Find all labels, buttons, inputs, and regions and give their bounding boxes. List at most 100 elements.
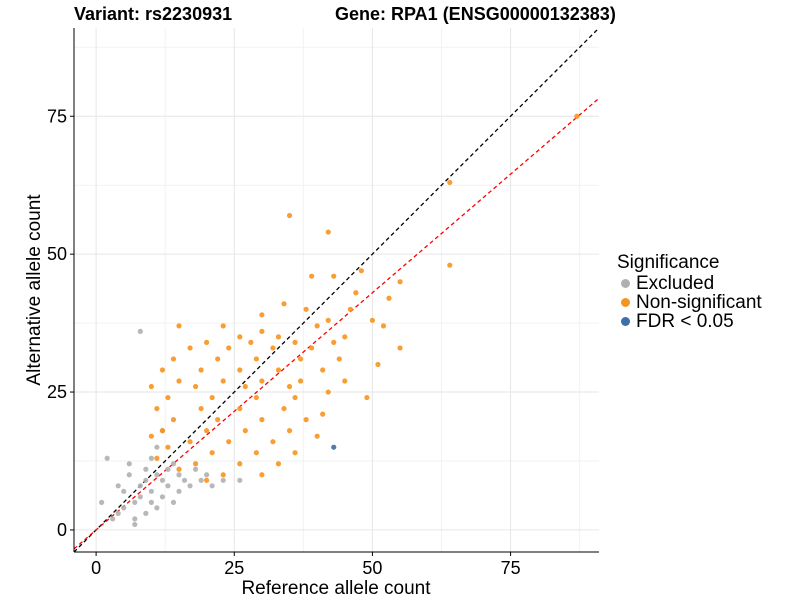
point-excluded (176, 488, 182, 494)
point-non-significant (297, 378, 304, 384)
point-non-significant (331, 273, 337, 279)
legend-marker-non-significant (621, 298, 630, 307)
point-non-significant (320, 367, 326, 373)
data-points (99, 113, 580, 528)
point-non-significant (358, 268, 364, 274)
point-excluded (126, 472, 132, 478)
point-non-significant (220, 472, 226, 478)
axes (73, 28, 599, 553)
point-excluded (132, 499, 138, 505)
x-tick-label: 50 (362, 558, 382, 578)
point-non-significant (380, 323, 387, 329)
chart-title-gene: Gene: RPA1 (ENSG00000132383) (335, 4, 616, 24)
point-non-significant (314, 433, 320, 439)
point-non-significant (375, 361, 381, 368)
point-excluded (237, 477, 243, 483)
point-non-significant (325, 317, 331, 323)
point-non-significant (204, 477, 210, 483)
point-non-significant (192, 383, 199, 390)
point-non-significant (342, 334, 348, 340)
point-non-significant (303, 306, 309, 312)
point-non-significant (281, 405, 287, 412)
point-excluded (104, 455, 110, 461)
point-excluded (137, 328, 143, 334)
point-non-significant (292, 450, 298, 456)
point-non-significant (204, 428, 210, 434)
legend-item-fdr: FDR < 0.05 (617, 310, 762, 332)
point-excluded (154, 505, 160, 511)
point-non-significant (369, 317, 376, 323)
point-non-significant (220, 378, 226, 384)
point-non-significant (347, 306, 353, 312)
point-non-significant (336, 356, 342, 362)
x-tick-label: 25 (224, 558, 244, 578)
point-non-significant (220, 323, 226, 329)
point-non-significant (237, 334, 243, 340)
legend-label-fdr: FDR < 0.05 (636, 310, 734, 332)
point-excluded (137, 494, 143, 500)
point-non-significant (574, 113, 580, 119)
point-non-significant (226, 345, 232, 351)
x-tick-label: 0 (91, 558, 101, 578)
point-excluded (204, 472, 210, 478)
point-excluded (209, 483, 215, 489)
point-non-significant (397, 345, 403, 351)
point-non-significant (170, 356, 177, 362)
point-excluded (148, 499, 154, 505)
point-non-significant (309, 273, 315, 279)
point-excluded (198, 477, 204, 483)
point-non-significant (226, 439, 232, 445)
point-non-significant (209, 450, 215, 456)
point-non-significant (198, 367, 204, 373)
legend-marker-excluded (621, 279, 630, 288)
point-non-significant (286, 212, 293, 219)
point-non-significant (198, 405, 204, 412)
reference-line-fit (74, 97, 599, 550)
point-non-significant (270, 345, 276, 351)
point-non-significant (154, 405, 160, 412)
x-axis-label: Reference allele count (241, 578, 431, 599)
point-non-significant (320, 411, 326, 417)
point-non-significant (275, 334, 282, 340)
reference-line-identity (74, 28, 599, 552)
point-non-significant (242, 383, 248, 390)
point-non-significant (259, 328, 265, 334)
point-non-significant (297, 356, 304, 362)
point-non-significant (292, 339, 298, 345)
y-tick-label: 0 (57, 520, 67, 540)
point-excluded (187, 483, 193, 489)
point-non-significant (215, 356, 221, 362)
point-excluded (121, 488, 127, 494)
point-non-significant (259, 378, 265, 384)
legend-item-non-significant: Non-significant (617, 292, 762, 313)
point-non-significant (253, 356, 259, 362)
point-non-significant (237, 405, 243, 412)
point-non-significant (237, 367, 243, 373)
point-non-significant (292, 394, 298, 401)
y-axis-label: Alternative allele count (24, 194, 45, 386)
legend-item-excluded: Excluded (617, 273, 762, 294)
point-excluded (99, 499, 105, 505)
point-non-significant (386, 295, 392, 301)
point-excluded (126, 461, 132, 467)
point-non-significant (248, 339, 254, 345)
point-non-significant (165, 444, 171, 450)
point-non-significant (204, 339, 210, 345)
point-excluded (115, 510, 121, 516)
y-tick-label: 50 (47, 244, 67, 264)
point-non-significant (154, 455, 160, 461)
point-non-significant (159, 367, 166, 373)
point-excluded (159, 494, 166, 500)
point-non-significant (447, 262, 453, 268)
point-non-significant (331, 339, 337, 345)
legend: Significance Excluded Non-significant FD… (617, 252, 762, 332)
legend-title: Significance (617, 252, 720, 273)
point-excluded (154, 444, 160, 450)
point-non-significant (286, 428, 293, 434)
point-excluded (220, 477, 226, 483)
point-non-significant (447, 179, 453, 186)
point-excluded (137, 483, 143, 489)
point-non-significant (242, 428, 248, 434)
x-tick-label: 75 (501, 558, 521, 578)
